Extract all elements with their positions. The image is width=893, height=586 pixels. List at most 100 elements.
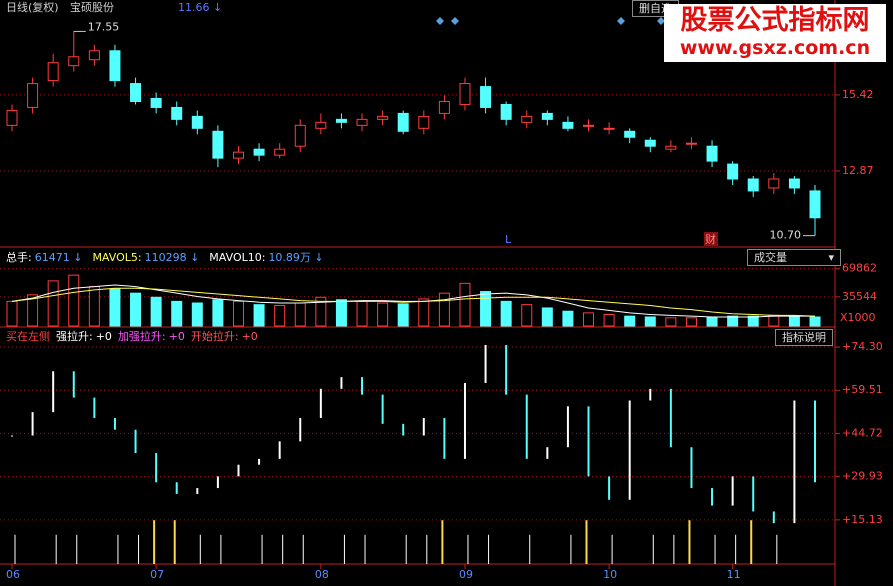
period: 日线(复权) [6,0,59,14]
candle-body [562,121,574,129]
y-tick-label: +29.93 [842,470,883,483]
candle-body [274,148,286,156]
candle-body [418,115,430,129]
volume-bar [788,315,800,327]
diamond [436,17,444,25]
watermark: 股票公式指标网 www.gsxz.com.cn [664,4,886,62]
candle-body [809,190,821,219]
volume-bar [727,315,739,327]
low-marker: L [505,233,512,246]
volume-bar [500,300,512,327]
candle-body [68,56,80,67]
candle-body [150,97,162,108]
candle-body [624,130,636,138]
volume-bar [315,296,327,327]
candle-body [294,124,306,147]
finance-box [704,232,718,246]
candle-body [583,124,595,127]
legend-value: +0 [169,330,185,343]
volume-bar [809,316,821,327]
candle-body [685,142,697,145]
legend-name: 开始拉升: [191,329,239,343]
candle-body [356,118,368,126]
y-tick-label: 69862 [842,262,877,275]
candle-body [727,163,739,180]
candle-body [644,139,656,147]
indicator-dropdown[interactable]: 成交量 ▾ [747,249,841,266]
x-tick-label: 10 [603,568,617,581]
volume-bar [418,298,430,327]
volume-bar [232,300,244,327]
candle-body [480,86,492,108]
max-label: 17.55 [88,20,120,33]
volume-bar [294,302,306,327]
candle-body [788,178,800,189]
diamonds [436,17,665,25]
volume-bar [541,307,553,327]
legend-value: 110298 ↓ [145,251,200,264]
candle-body [315,121,327,129]
candle-body [88,50,100,61]
x-tick-label: 07 [150,568,164,581]
dropdown-label: 成交量 [754,251,787,264]
volume-bar [130,292,142,327]
volume-bar [356,300,368,327]
legend-name: MAVOL10: [209,251,265,264]
indicator-help[interactable]: 指标说明 [775,329,833,346]
stock-name: 宝硕股份 [70,0,114,14]
volume-bar [665,317,677,327]
volume-bar [397,303,409,327]
candle-body [130,83,142,102]
y-tick-label: +74.30 [842,340,883,353]
candle-body [377,115,389,120]
candle-body [253,148,265,156]
legend-name: 总手: [6,250,32,264]
volume-bar [438,292,450,327]
legend-value: 10.89万 ↓ [268,251,323,264]
legend-value: +0 [242,330,258,343]
candle-body [171,106,183,120]
candle-body [335,118,347,123]
ma-line [11,287,816,317]
volume-bar [603,314,615,327]
volume-bar [706,316,718,327]
y-tick-label: +15.13 [842,513,883,526]
volume-bar [274,304,286,327]
candle-body [47,62,59,82]
volume-bar [68,274,80,327]
volume-bar [768,314,780,327]
volume-bar [377,302,389,327]
candle-body [397,112,409,132]
volume-bar [6,300,18,327]
y-tick-label: 15.42 [842,88,874,101]
candle-body [109,50,121,82]
candle-body [541,112,553,120]
finance-marker: 财 [705,232,716,246]
candle-body [706,145,718,162]
volume-bar [685,317,697,327]
candle-body [500,103,512,120]
volume-bar [521,304,533,327]
volume-bar [562,310,574,327]
candle-body [459,83,471,105]
candle-body [438,100,450,114]
x-tick-label: 09 [459,568,473,581]
dropdown-arrow: ▾ [828,251,834,264]
x-tick-label: 08 [315,568,329,581]
candle-body [521,115,533,123]
volume-bar [747,315,759,327]
volume-bar [212,299,224,327]
x-tick-label: 11 [727,568,741,581]
candle-body [768,178,780,189]
legend-name: 加强拉升: [118,329,166,343]
y-tick-label: +44.72 [842,426,883,439]
min-label: 10.70 [770,229,802,242]
watermark-title: 股票公式指标网 [680,5,870,36]
y-tick-label: +59.51 [842,383,883,396]
candle-body [6,109,18,126]
candle-body [212,130,224,159]
diamond [451,17,459,25]
candle-body [665,145,677,150]
